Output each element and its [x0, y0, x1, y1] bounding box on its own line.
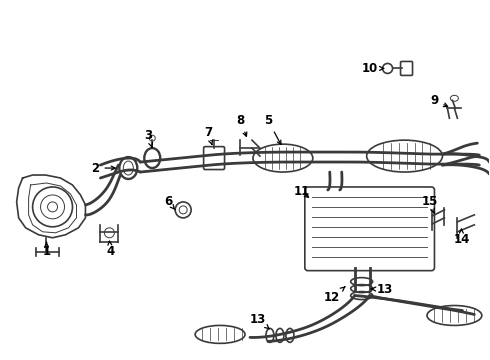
Text: 1: 1	[43, 242, 50, 258]
Text: 10: 10	[362, 62, 384, 75]
Text: 13: 13	[371, 283, 392, 296]
Text: 2: 2	[91, 162, 115, 175]
Text: 3: 3	[144, 129, 152, 147]
Text: 7: 7	[204, 126, 213, 144]
Text: 5: 5	[264, 114, 281, 144]
Text: 14: 14	[453, 229, 469, 246]
Text: 9: 9	[430, 94, 448, 107]
Text: 12: 12	[323, 287, 345, 304]
Text: 15: 15	[421, 195, 438, 214]
Text: 13: 13	[250, 313, 269, 329]
Text: 11: 11	[294, 185, 310, 198]
Text: 6: 6	[164, 195, 175, 210]
Text: 8: 8	[236, 114, 247, 136]
Text: 4: 4	[106, 241, 115, 258]
